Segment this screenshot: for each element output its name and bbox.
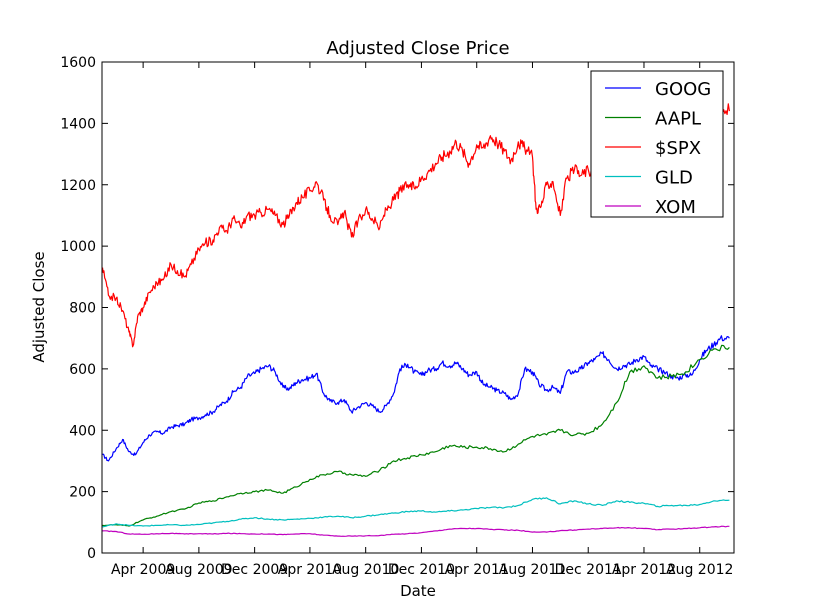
- x-tick-label: Aug 2011: [499, 562, 566, 578]
- y-tick-label: 800: [69, 301, 96, 317]
- x-tick-label: Apr 2009: [111, 562, 175, 578]
- x-tick-label: Dec 2010: [388, 562, 455, 578]
- y-tick-label: 1200: [60, 178, 96, 194]
- x-axis-label: Date: [400, 582, 436, 600]
- series-line-xom: [102, 525, 730, 537]
- x-tick-label: Dec 2011: [555, 562, 622, 578]
- x-tick-label: Aug 2009: [165, 562, 232, 578]
- y-tick-label: 1400: [60, 116, 96, 132]
- series-line-gld: [102, 497, 730, 528]
- legend-label-goog: GOOG: [655, 79, 711, 100]
- x-tick-label: Apr 2010: [278, 562, 342, 578]
- x-tick-label: Aug 2012: [666, 562, 733, 578]
- y-tick-label: 200: [69, 485, 96, 501]
- legend-label-xom: XOM: [655, 197, 696, 218]
- legend-label-aapl: AAPL: [655, 109, 701, 130]
- y-tick-label: 1000: [60, 239, 96, 255]
- legend: GOOG AAPL $SPX GLD XOM: [590, 70, 724, 218]
- x-tick-label: Apr 2011: [445, 562, 509, 578]
- x-tick-label: Aug 2010: [332, 562, 399, 578]
- series-line-goog: [102, 335, 730, 462]
- legend-label-gld: GLD: [655, 168, 693, 189]
- y-tick-label: 1600: [60, 55, 96, 71]
- y-tick-label: 0: [87, 546, 96, 562]
- y-axis: 0 200 400 600 800 1000 1200 1400 1600: [60, 55, 734, 562]
- legend-label-spx: $SPX: [655, 138, 701, 159]
- series-line-aapl: [102, 344, 730, 527]
- x-tick-label: Dec 2009: [221, 562, 288, 578]
- y-tick-label: 600: [69, 362, 96, 378]
- legend-box: [590, 70, 724, 218]
- y-axis-label: Adjusted Close: [30, 251, 48, 362]
- chart-title: Adjusted Close Price: [326, 38, 509, 59]
- x-tick-label: Apr 2012: [612, 562, 676, 578]
- y-tick-label: 400: [69, 423, 96, 439]
